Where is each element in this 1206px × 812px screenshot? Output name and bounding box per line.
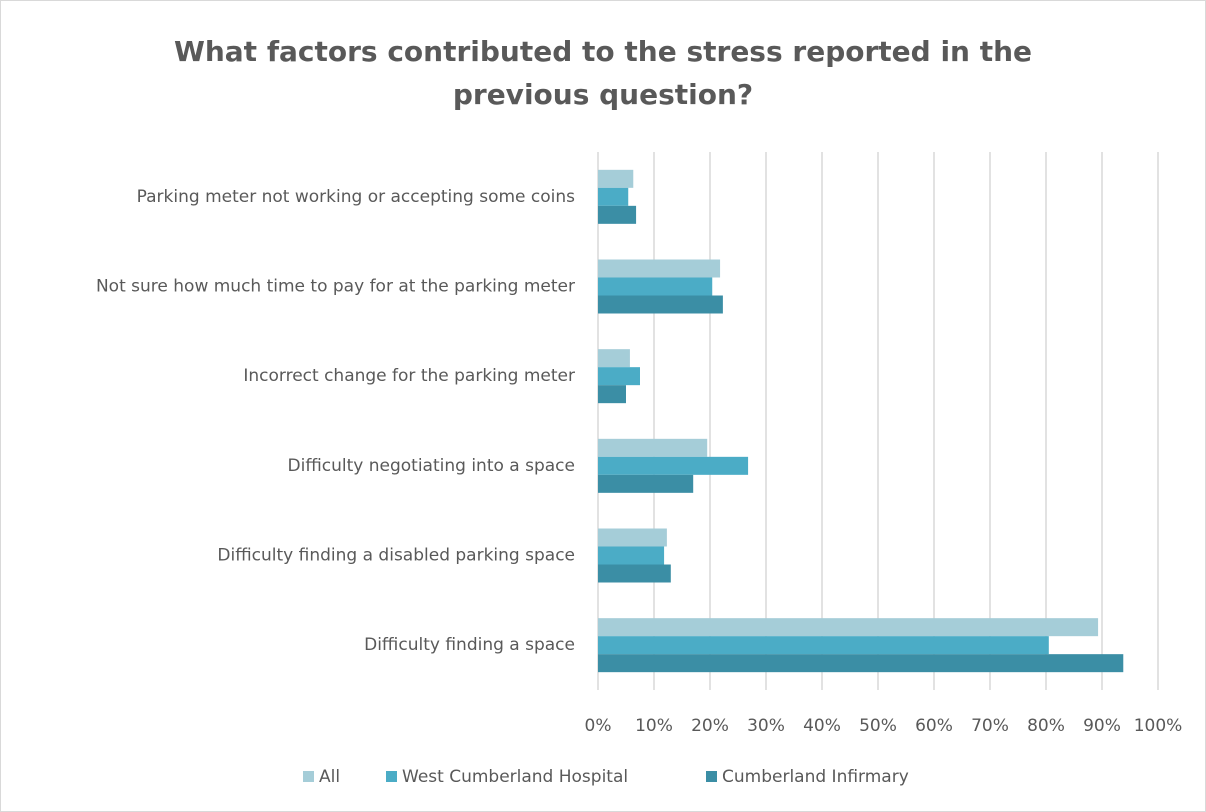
x-tick-label: 100% <box>1134 716 1183 736</box>
legend-label: Cumberland Infirmary <box>722 767 909 787</box>
x-tick-label: 80% <box>1027 716 1065 736</box>
x-tick-label: 10% <box>635 716 673 736</box>
legend-swatch <box>706 771 717 782</box>
legend-swatch <box>386 771 397 782</box>
bar <box>598 259 721 278</box>
legend-swatch <box>303 771 314 782</box>
x-tick-label: 0% <box>585 716 612 736</box>
y-tick-label: Parking meter not working or accepting s… <box>137 187 575 207</box>
y-tick-label: Not sure how much time to pay for at the… <box>96 277 575 297</box>
bar <box>598 618 1099 637</box>
bar <box>598 169 634 188</box>
bar <box>598 295 723 314</box>
x-tick-label: 50% <box>859 716 897 736</box>
x-tick-label: 60% <box>915 716 953 736</box>
legend-label: All <box>319 767 340 787</box>
y-tick-label: Incorrect change for the parking meter <box>243 366 575 386</box>
bar <box>598 654 1124 673</box>
bar <box>598 205 637 224</box>
bar <box>598 385 626 404</box>
x-tick-label: 20% <box>691 716 729 736</box>
bar <box>598 277 713 296</box>
x-tick-label: 30% <box>747 716 785 736</box>
bar <box>598 187 629 206</box>
y-tick-label: Difficulty negotiating into a space <box>288 456 575 476</box>
chart-title: What factors contributed to the stress r… <box>173 35 1033 111</box>
bar <box>598 456 749 475</box>
x-tick-label: 90% <box>1083 716 1121 736</box>
legend-label: West Cumberland Hospital <box>402 767 628 787</box>
bar <box>598 564 671 583</box>
bar <box>598 438 708 457</box>
y-tick-label: Difficulty finding a disabled parking sp… <box>217 546 575 566</box>
x-tick-label: 40% <box>803 716 841 736</box>
bar <box>598 546 665 565</box>
y-tick-label: Difficulty finding a space <box>364 635 575 655</box>
bar <box>598 349 630 368</box>
x-tick-label: 70% <box>971 716 1009 736</box>
bar <box>598 636 1049 655</box>
bar <box>598 367 640 386</box>
bar <box>598 528 667 547</box>
bar <box>598 474 694 493</box>
